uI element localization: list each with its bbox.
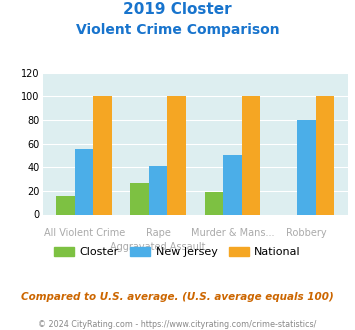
- Bar: [297, 120, 316, 214]
- Bar: [75, 149, 93, 214]
- Text: © 2024 CityRating.com - https://www.cityrating.com/crime-statistics/: © 2024 CityRating.com - https://www.city…: [38, 320, 317, 329]
- Bar: [223, 155, 241, 214]
- Text: 2019 Closter: 2019 Closter: [123, 2, 232, 16]
- Text: Aggravated Assault: Aggravated Assault: [110, 242, 206, 252]
- Bar: [149, 166, 168, 214]
- Text: Violent Crime Comparison: Violent Crime Comparison: [76, 23, 279, 37]
- Bar: [93, 96, 112, 214]
- Legend: Closter, New Jersey, National: Closter, New Jersey, National: [50, 242, 305, 262]
- Text: Compared to U.S. average. (U.S. average equals 100): Compared to U.S. average. (U.S. average …: [21, 292, 334, 302]
- Bar: [241, 96, 260, 214]
- Bar: [204, 192, 223, 214]
- Text: Rape: Rape: [146, 228, 171, 238]
- Text: All Violent Crime: All Violent Crime: [44, 228, 125, 238]
- Text: Murder & Mans...: Murder & Mans...: [191, 228, 274, 238]
- Bar: [56, 196, 75, 214]
- Bar: [168, 96, 186, 214]
- Bar: [131, 182, 149, 214]
- Bar: [316, 96, 334, 214]
- Text: Robbery: Robbery: [286, 228, 327, 238]
